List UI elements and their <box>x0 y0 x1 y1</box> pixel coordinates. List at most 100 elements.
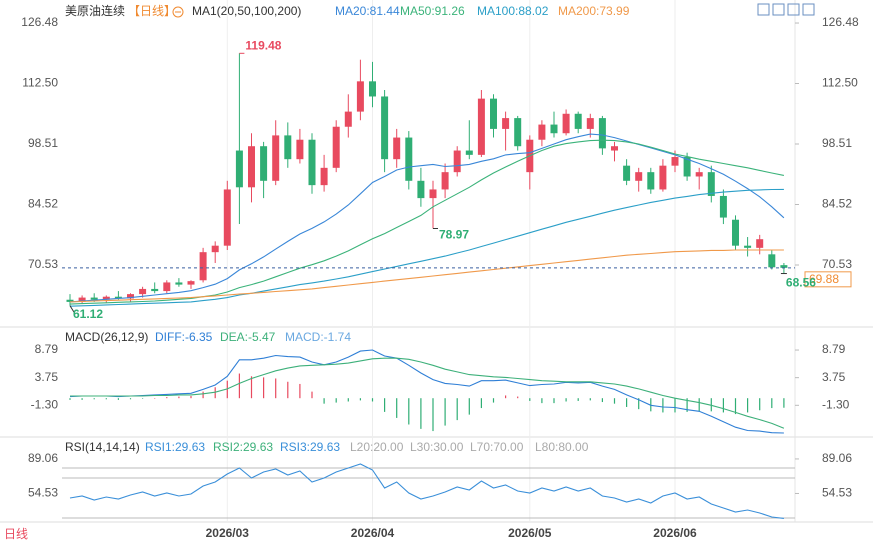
macd-bar <box>638 398 640 410</box>
legend-entry: RSI2:29.63 <box>213 440 273 454</box>
icon[interactable] <box>772 3 785 16</box>
candle-body <box>151 288 159 292</box>
candle-body <box>102 296 110 300</box>
toolbar-icons[interactable] <box>757 3 815 16</box>
candle-body <box>211 245 219 253</box>
macd-bar <box>105 398 107 400</box>
legend-entry: RSI1:29.63 <box>145 440 205 454</box>
macd-bar <box>384 398 386 412</box>
x-tick-label: 2026/03 <box>206 526 250 540</box>
macd-bar <box>577 398 579 401</box>
legend-entry: MA50:91.26 <box>400 4 465 18</box>
candle-body <box>719 195 727 218</box>
macd-bar <box>81 398 83 400</box>
macd-bar <box>263 377 265 399</box>
icon[interactable] <box>757 3 770 16</box>
annotation: 61.12 <box>73 307 103 321</box>
macd-bar <box>129 398 132 400</box>
y-tick-label: 126.48 <box>822 15 859 29</box>
candle-body <box>187 281 195 285</box>
candle-body <box>139 288 147 295</box>
candle-body <box>780 265 788 268</box>
candle-body <box>744 245 752 248</box>
last-price-box <box>804 271 852 288</box>
macd-bar <box>311 391 313 399</box>
candle-body <box>429 189 437 199</box>
macd-bar <box>553 398 555 404</box>
icon[interactable] <box>802 3 815 16</box>
legend-entry: MA200:73.99 <box>558 4 630 18</box>
ma-line <box>69 249 784 303</box>
candle-body <box>90 297 98 300</box>
macd-bar <box>202 391 204 399</box>
candle-body <box>514 118 522 147</box>
candle-body <box>308 139 316 186</box>
macd-bar <box>420 398 422 429</box>
macd-bar <box>359 398 361 401</box>
candle-body <box>502 118 510 129</box>
candle-body <box>284 135 292 160</box>
candle-body <box>768 254 776 268</box>
candle-body <box>550 124 558 134</box>
x-tick-label: 2026/05 <box>508 526 552 540</box>
candle-body <box>647 172 655 190</box>
collapse-icon[interactable] <box>172 6 184 18</box>
candle-body <box>114 296 122 299</box>
y-tick-label: 89.06 <box>822 451 852 465</box>
annotation-line <box>69 305 76 314</box>
macd-bar <box>299 383 301 399</box>
macd-bar <box>190 396 192 399</box>
macd-bar <box>589 398 591 401</box>
y-tick-label: 8.79 <box>822 342 846 356</box>
candle-body <box>598 118 606 149</box>
icon[interactable] <box>787 3 800 16</box>
y-tick-label: -1.30 <box>31 397 59 411</box>
macd-bar <box>480 398 482 409</box>
annotation: 119.48 <box>245 38 281 52</box>
macd-bar <box>154 398 156 399</box>
candle-body <box>453 150 461 173</box>
y-tick-label: 3.75 <box>822 370 846 384</box>
macd-bar <box>432 398 434 432</box>
macd-bar <box>529 398 531 401</box>
legend-entry: L30:30.00 <box>410 440 464 454</box>
candle-body <box>175 282 183 285</box>
macd-bar <box>686 398 688 412</box>
candle-body <box>235 150 243 188</box>
macd-bar <box>287 381 289 399</box>
candle-body <box>586 118 594 129</box>
candle-body <box>127 294 134 299</box>
macd-bar <box>166 397 168 399</box>
candle-body <box>441 172 449 190</box>
x-tick-label: 2026/04 <box>351 526 395 540</box>
macd-bar <box>250 376 253 399</box>
macd-bar <box>505 395 507 399</box>
y-tick-label: 70.53 <box>822 257 852 271</box>
period: 【日线】 <box>128 4 176 18</box>
candle-body <box>163 282 171 292</box>
candle-body <box>695 172 703 177</box>
candle-body <box>611 146 618 151</box>
y-tick-label: -1.30 <box>822 397 850 411</box>
candle-body <box>369 81 376 97</box>
candle-body <box>574 113 582 129</box>
macd-bar <box>541 398 543 404</box>
legend-entry: DIFF:-6.35 <box>155 330 213 344</box>
macd-bar <box>238 373 240 399</box>
macd-bar <box>93 398 95 400</box>
macd-bar <box>69 398 71 400</box>
y-tick-label: 98.51 <box>28 136 58 150</box>
macd-line <box>70 357 785 429</box>
corner-label: 日线 <box>4 527 28 541</box>
candle-body <box>671 157 679 166</box>
candle-body <box>707 172 715 196</box>
ma-line <box>69 133 785 303</box>
macd-bar <box>734 398 737 415</box>
candle-body <box>332 126 340 168</box>
macd-bar <box>747 398 749 413</box>
macd-bar <box>371 398 374 402</box>
title: 美原油连续 <box>65 3 125 18</box>
candle-body <box>78 297 86 302</box>
annotation: 78.97 <box>439 228 469 242</box>
